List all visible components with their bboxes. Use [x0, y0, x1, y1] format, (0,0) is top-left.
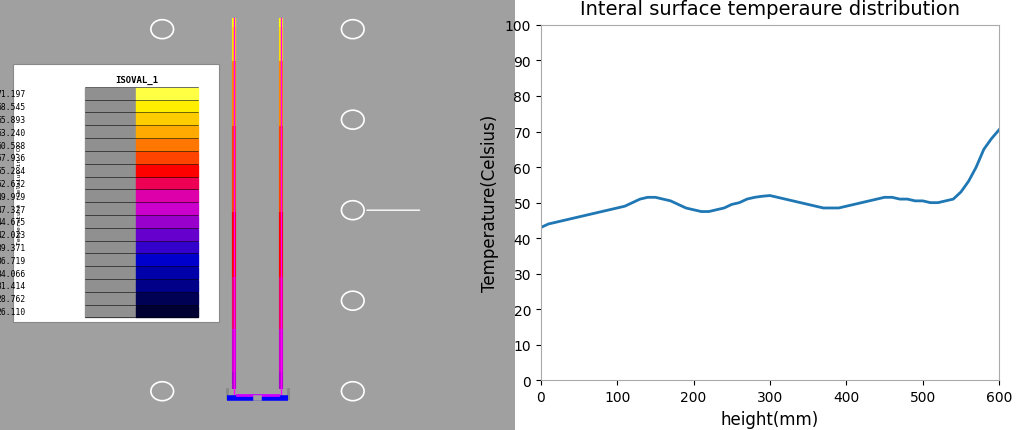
Bar — [136, 229, 198, 241]
Text: 44.675: 44.675 — [0, 218, 26, 227]
Bar — [136, 280, 198, 292]
Text: 52.632: 52.632 — [0, 179, 26, 188]
Bar — [84, 114, 136, 126]
Bar — [136, 216, 198, 228]
Bar — [84, 89, 136, 101]
Bar — [136, 127, 198, 139]
Bar — [84, 242, 136, 254]
Bar — [84, 293, 136, 305]
Bar — [84, 140, 136, 151]
Bar — [84, 191, 136, 203]
Title: Interal surface temperaure distribution: Interal surface temperaure distribution — [580, 0, 960, 19]
Bar — [136, 89, 198, 101]
Text: 28.762: 28.762 — [0, 295, 26, 304]
Bar — [136, 153, 198, 164]
Text: 55.284: 55.284 — [0, 167, 26, 176]
Text: 65.893: 65.893 — [0, 116, 26, 125]
Bar — [84, 216, 136, 228]
Bar — [84, 229, 136, 241]
Text: 49.979: 49.979 — [0, 192, 26, 201]
Bar — [84, 267, 136, 280]
Text: 63.240: 63.240 — [0, 129, 26, 137]
Text: 57.936: 57.936 — [0, 154, 26, 163]
Bar — [84, 204, 136, 215]
X-axis label: height(mm): height(mm) — [721, 410, 819, 428]
Bar — [84, 153, 136, 164]
Text: 39.371: 39.371 — [0, 243, 26, 252]
Bar — [136, 267, 198, 280]
Bar — [84, 166, 136, 177]
Bar — [84, 255, 136, 267]
Text: 42.023: 42.023 — [0, 230, 26, 240]
Bar — [136, 191, 198, 203]
Y-axis label: Temperature(Celsius): Temperature(Celsius) — [481, 115, 500, 292]
Text: Temperature (Celsius in °C): Temperature (Celsius in °C) — [16, 143, 22, 244]
Bar — [136, 114, 198, 126]
Bar — [84, 127, 136, 139]
Text: ISOVAL_1: ISOVAL_1 — [115, 75, 158, 84]
Text: 34.066: 34.066 — [0, 269, 26, 278]
Bar — [136, 166, 198, 177]
Bar — [84, 306, 136, 318]
Bar — [136, 242, 198, 254]
Bar — [12, 64, 218, 322]
Bar — [84, 178, 136, 190]
Text: 68.545: 68.545 — [0, 103, 26, 112]
Text: 60.588: 60.588 — [0, 141, 26, 150]
Bar — [136, 101, 198, 113]
Text: 26.110: 26.110 — [0, 307, 26, 316]
Bar — [136, 178, 198, 190]
Bar — [136, 255, 198, 267]
Text: 47.327: 47.327 — [0, 205, 26, 214]
Bar — [84, 280, 136, 292]
Bar — [84, 101, 136, 113]
Bar — [136, 293, 198, 305]
Text: 31.414: 31.414 — [0, 282, 26, 291]
Bar — [136, 306, 198, 318]
Text: 71.197: 71.197 — [0, 90, 26, 99]
Bar — [136, 140, 198, 151]
Bar — [136, 204, 198, 215]
Text: 36.719: 36.719 — [0, 256, 26, 265]
